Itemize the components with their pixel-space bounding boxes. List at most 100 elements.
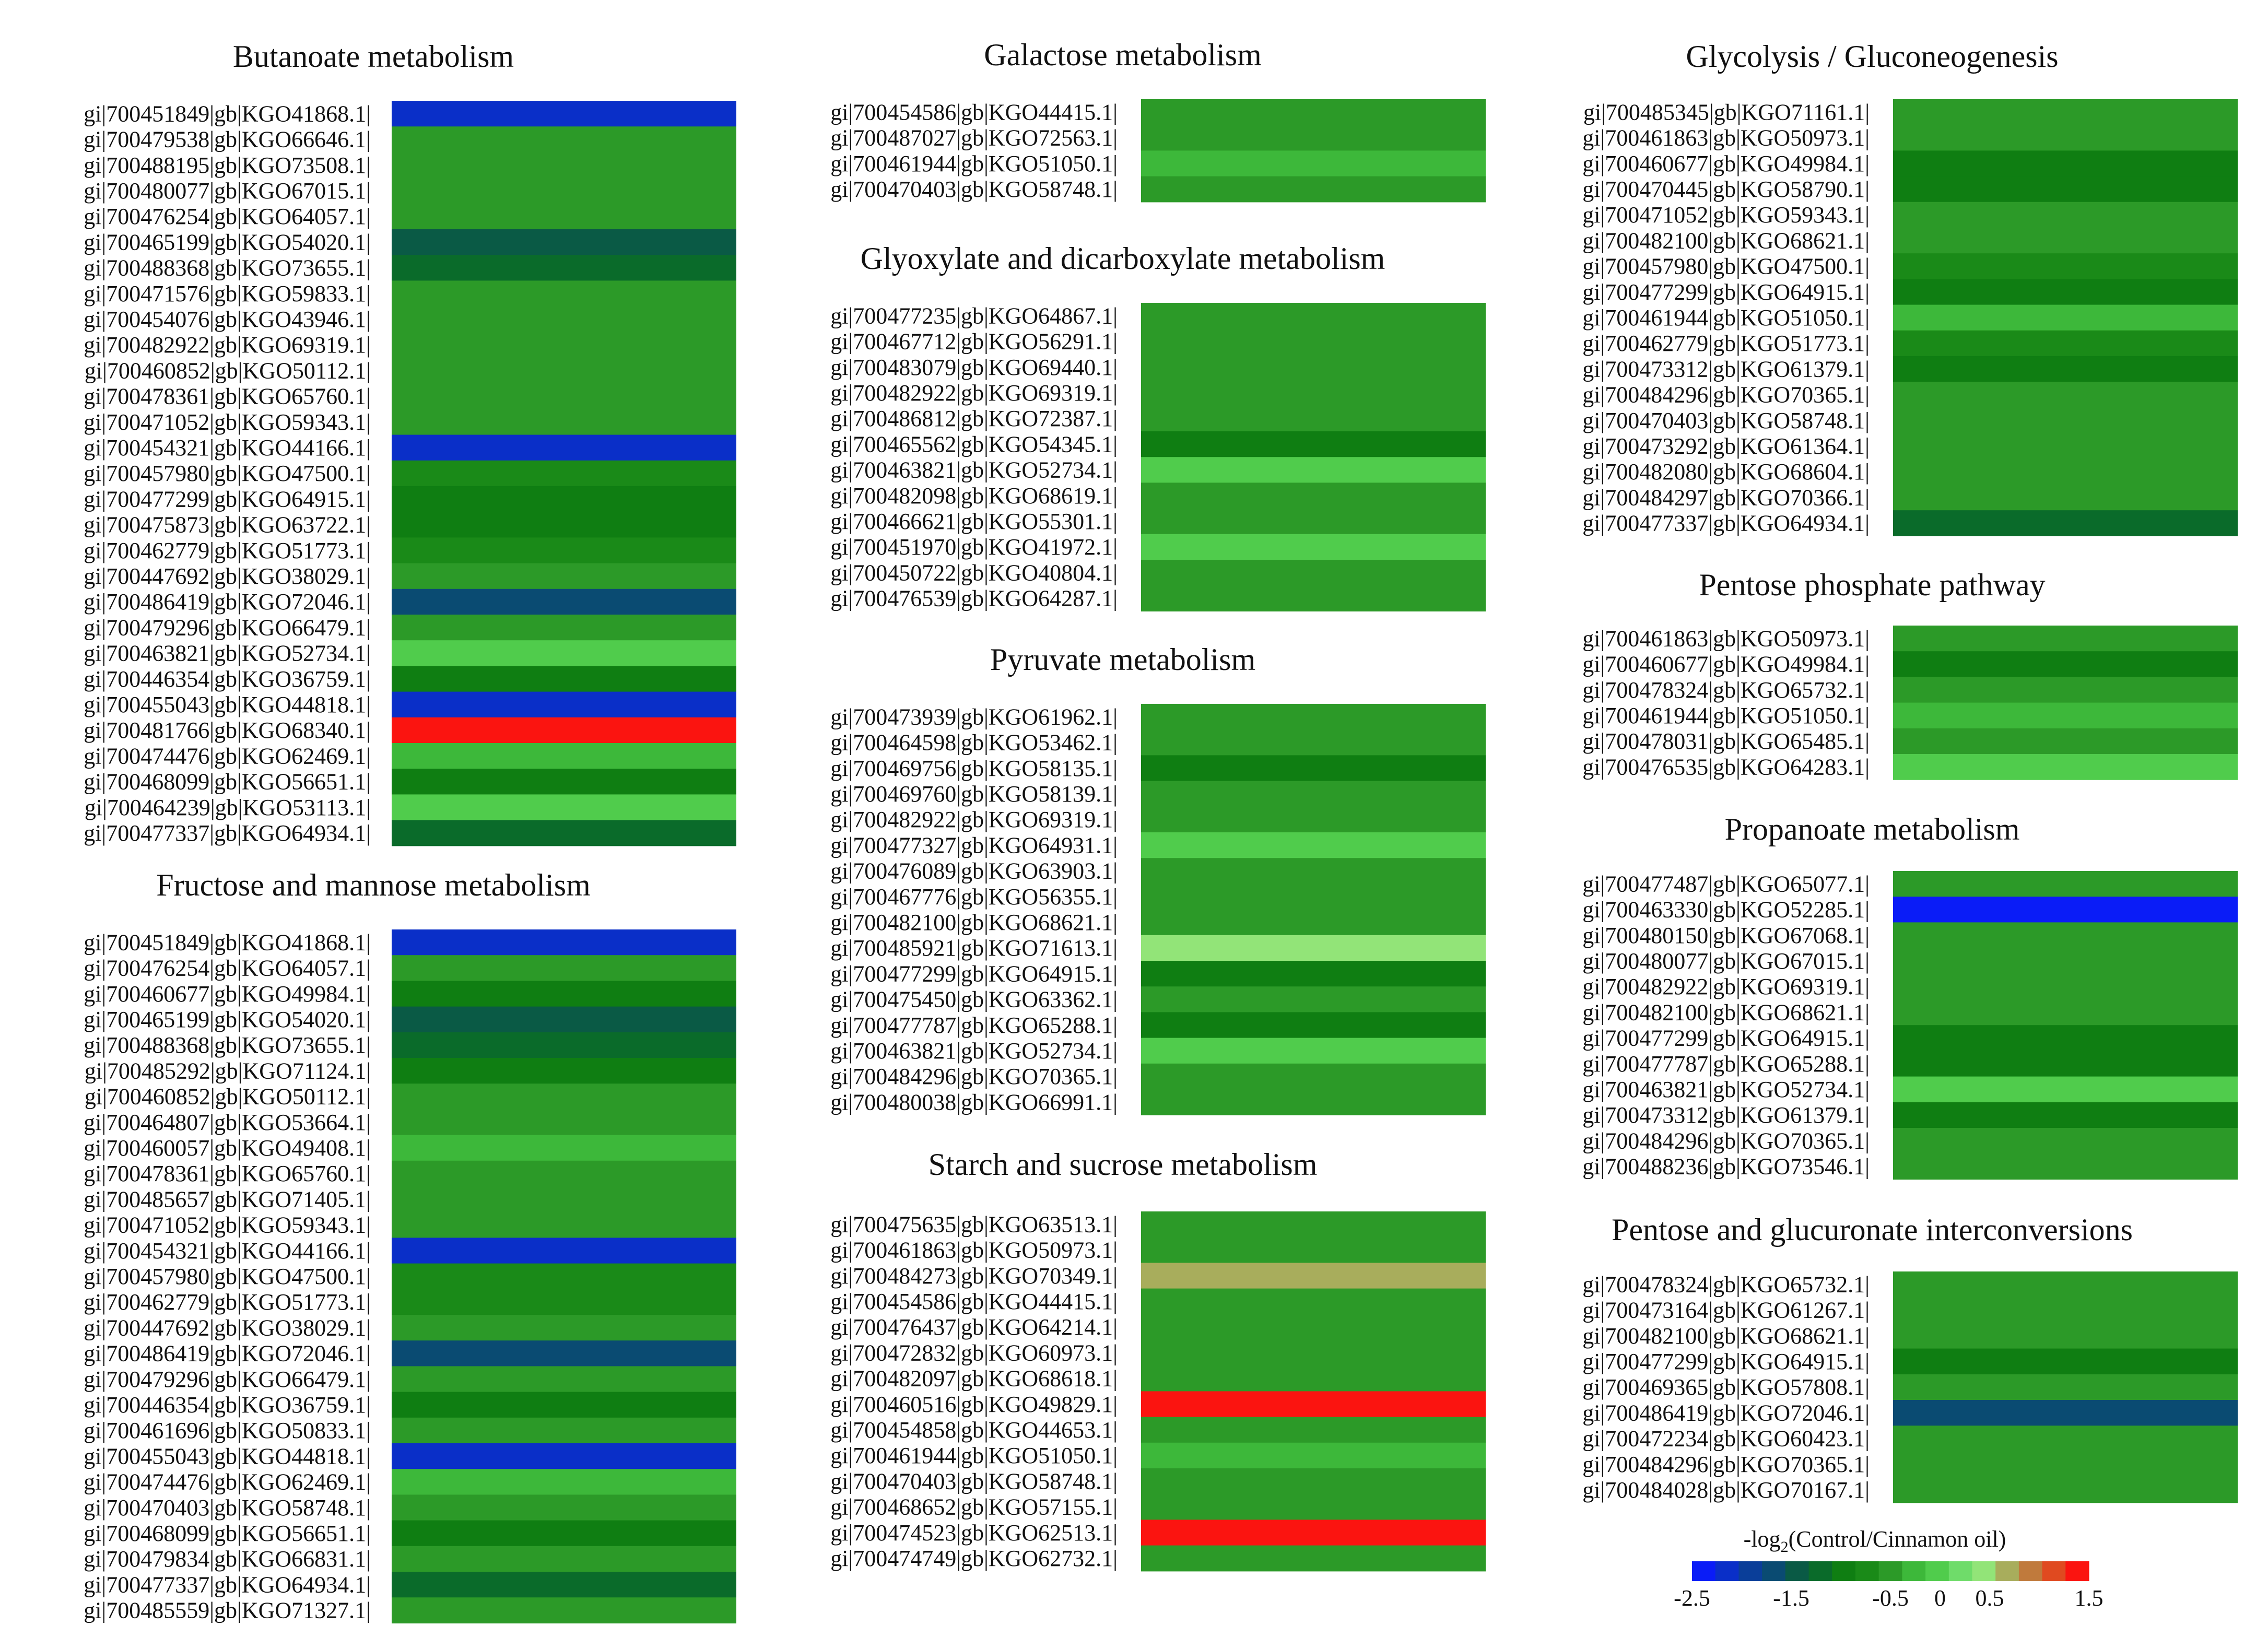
row-label: gi|700465199|gb|KGO54020.1|	[84, 1007, 371, 1032]
heat-cell	[392, 255, 736, 281]
heat-cell	[392, 794, 736, 821]
row-label: gi|700457980|gb|KGO47500.1|	[84, 1264, 371, 1289]
heat-cell	[1893, 999, 2238, 1026]
row-label: gi|700467712|gb|KGO56291.1|	[830, 329, 1118, 355]
row-label: gi|700462779|gb|KGO51773.1|	[84, 538, 371, 563]
row-label: gi|700455043|gb|KGO44818.1|	[84, 692, 371, 717]
heat-cell	[1893, 1025, 2238, 1051]
row-label: gi|700482922|gb|KGO69319.1|	[830, 380, 1118, 406]
row-label: gi|700467776|gb|KGO56355.1|	[830, 884, 1118, 910]
heat-cell	[1141, 806, 1486, 833]
panel-title: Fructose and mannose metabolism	[156, 868, 591, 902]
panel-title: Galactose metabolism	[984, 38, 1262, 72]
heat-cell	[1141, 1237, 1486, 1263]
row-label: gi|700485292|gb|KGO71124.1|	[85, 1058, 371, 1084]
row-label: gi|700477787|gb|KGO65288.1|	[830, 1012, 1118, 1038]
row-label: gi|700461944|gb|KGO51050.1|	[1582, 703, 1870, 728]
row-label: gi|700451849|gb|KGO41868.1|	[84, 101, 371, 126]
row-label: gi|700477299|gb|KGO64915.1|	[1582, 1349, 1870, 1374]
row-label: gi|700471052|gb|KGO59343.1|	[1582, 202, 1870, 228]
row-label: gi|700447692|gb|KGO38029.1|	[84, 563, 371, 589]
heat-cell	[1893, 1426, 2238, 1452]
row-label: gi|700454586|gb|KGO44415.1|	[830, 99, 1118, 125]
row-label: gi|700476254|gb|KGO64057.1|	[84, 956, 371, 981]
row-label: gi|700461863|gb|KGO50973.1|	[830, 1238, 1118, 1263]
row-label: gi|700475635|gb|KGO63513.1|	[830, 1211, 1118, 1237]
heat-cell	[1141, 1211, 1486, 1238]
heat-cell	[1141, 1288, 1486, 1315]
row-label: gi|700488236|gb|KGO73546.1|	[1582, 1154, 1870, 1180]
row-label: gi|700477337|gb|KGO64934.1|	[1582, 511, 1870, 536]
heat-cell	[1893, 1451, 2238, 1478]
heat-cell	[1141, 832, 1486, 858]
heat-cell	[1141, 1263, 1486, 1289]
panel-glycolysis: Glycolysis / Gluconeogenesis gi|700485345…	[1582, 39, 2238, 536]
legend-tick-label: 1.5	[2075, 1585, 2104, 1611]
row-label: gi|700460852|gb|KGO50112.1|	[85, 1084, 371, 1110]
heat-cell	[1141, 1340, 1486, 1366]
heat-cell	[392, 640, 736, 666]
row-label: gi|700479538|gb|KGO66646.1|	[84, 127, 371, 152]
row-label: gi|700470445|gb|KGO58790.1|	[1582, 176, 1870, 202]
heat-cell	[1893, 407, 2238, 434]
heat-cell	[392, 178, 736, 204]
legend-title-rest: (Control/Cinnamon oil)	[1789, 1526, 2006, 1552]
row-label: gi|700482097|gb|KGO68618.1|	[830, 1366, 1118, 1392]
row-label: gi|700451849|gb|KGO41868.1|	[84, 929, 371, 955]
heat-cell	[392, 666, 736, 692]
heat-cell	[392, 1392, 736, 1418]
row-label: gi|700478031|gb|KGO65485.1|	[1582, 728, 1870, 754]
row-label: gi|700472234|gb|KGO60423.1|	[1582, 1426, 1870, 1452]
heat-cell	[1141, 1012, 1486, 1039]
heat-cell	[1893, 702, 2238, 729]
heat-cell	[1893, 279, 2238, 305]
heat-cell	[1893, 1076, 2238, 1103]
row-label: gi|700455043|gb|KGO44818.1|	[84, 1443, 371, 1469]
row-label: gi|700484296|gb|KGO70365.1|	[830, 1064, 1118, 1089]
heat-cell	[1893, 677, 2238, 703]
row-label: gi|700477787|gb|KGO65288.1|	[1582, 1051, 1870, 1077]
panel-starch: Starch and sucrose metabolism gi|70047563…	[830, 1147, 1486, 1572]
legend-swatch	[1715, 1561, 1739, 1581]
row-label: gi|700465562|gb|KGO54345.1|	[830, 431, 1118, 457]
heat-cell	[1893, 433, 2238, 460]
legend-swatch	[1855, 1561, 1879, 1581]
row-label: gi|700477299|gb|KGO64915.1|	[1582, 1026, 1870, 1051]
row-label: gi|700462779|gb|KGO51773.1|	[84, 1289, 371, 1315]
row-label: gi|700470403|gb|KGO58748.1|	[830, 1468, 1118, 1494]
row-label: gi|700476539|gb|KGO64287.1|	[830, 586, 1118, 611]
heat-cell	[392, 383, 736, 409]
heat-cell	[1141, 1038, 1486, 1064]
row-label: gi|700473164|gb|KGO61267.1|	[1582, 1298, 1870, 1323]
heat-cell	[392, 229, 736, 255]
legend-swatch	[1832, 1561, 1856, 1581]
heat-cell	[1893, 948, 2238, 974]
heat-cell	[1893, 253, 2238, 279]
heat-cell	[1893, 1051, 2238, 1077]
row-label: gi|700475450|gb|KGO63362.1|	[830, 987, 1118, 1012]
heat-cell	[392, 434, 736, 461]
heat-cell	[1893, 202, 2238, 228]
row-label: gi|700463821|gb|KGO52734.1|	[1582, 1077, 1870, 1102]
heat-cell	[392, 1520, 736, 1547]
heat-cell	[1141, 1545, 1486, 1572]
row-label: gi|700460516|gb|KGO49829.1|	[830, 1392, 1118, 1417]
heat-cell	[392, 280, 736, 307]
legend-title: -log2(Control/Cinnamon oil)	[1744, 1526, 2006, 1556]
heat-cell	[1893, 510, 2238, 536]
panel-galactose: Galactose metabolism gi|700454586|gb|KGO4…	[830, 38, 1486, 203]
heat-cell	[392, 929, 736, 956]
row-label: gi|700474476|gb|KGO62469.1|	[84, 743, 371, 769]
heat-cell	[1893, 228, 2238, 254]
heat-cell	[1141, 534, 1486, 560]
legend-title-main: -log	[1744, 1526, 1781, 1552]
heat-cell	[1893, 651, 2238, 677]
heat-cell	[392, 1006, 736, 1033]
row-label: gi|700468099|gb|KGO56651.1|	[84, 1521, 371, 1546]
heat-cell	[1141, 303, 1486, 329]
row-label: gi|700460852|gb|KGO50112.1|	[85, 358, 371, 383]
legend-swatch	[2042, 1561, 2066, 1581]
heat-cell	[392, 332, 736, 358]
heat-cell	[392, 1186, 736, 1212]
panel-title: Pentose phosphate pathway	[1699, 568, 2045, 602]
